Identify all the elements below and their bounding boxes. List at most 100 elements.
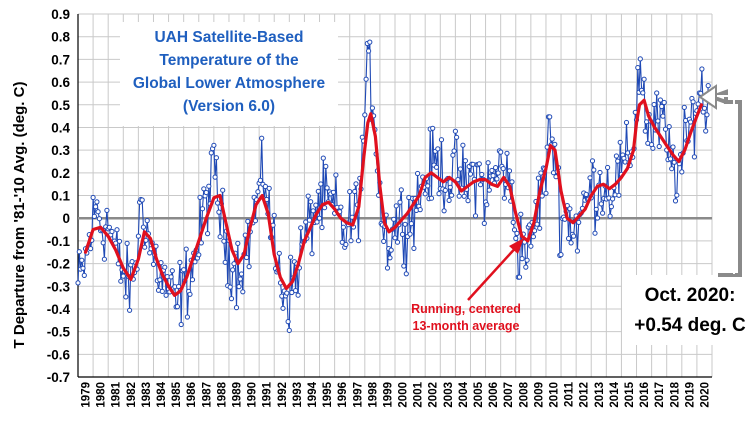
- monthly-point: [288, 254, 294, 260]
- monthly-point: [96, 216, 103, 222]
- monthly-point: [174, 304, 180, 310]
- monthly-point: [298, 225, 304, 231]
- x-tick-label: 2007: [503, 382, 515, 408]
- y-tick-label: 0.5: [51, 98, 70, 113]
- monthly-point: [168, 274, 174, 280]
- monthly-point: [363, 76, 369, 82]
- monthly-point: [637, 56, 643, 62]
- callout-arrow-inner: [714, 95, 735, 274]
- monthly-point: [240, 289, 246, 295]
- monthly-point: [477, 182, 484, 188]
- monthly-point: [384, 265, 391, 271]
- monthly-point: [607, 213, 613, 219]
- monthly-point: [259, 135, 265, 141]
- monthly-point: [235, 240, 241, 246]
- x-tick-label: 2015: [624, 381, 636, 407]
- x-tick-label: 1997: [352, 382, 364, 408]
- monthly-point: [323, 163, 329, 169]
- monthly-point: [610, 196, 616, 202]
- monthly-point: [257, 177, 263, 183]
- y-tick-label: 0.4: [51, 120, 70, 135]
- monthly-point: [661, 99, 667, 106]
- x-tick-label: 2008: [518, 381, 530, 407]
- monthly-point: [309, 251, 315, 257]
- monthly-point: [411, 245, 417, 251]
- x-tick-label: 2014: [609, 381, 621, 407]
- monthly-point: [310, 208, 316, 214]
- monthly-point: [543, 190, 549, 196]
- monthly-point: [255, 189, 261, 195]
- y-tick-label: -0.7: [47, 370, 70, 385]
- x-tick-labels: 1979 1980 1981 1982 1983 1984 1985 1986 1987 1988…: [81, 381, 712, 407]
- monthly-point: [88, 246, 94, 252]
- monthly-point: [184, 314, 190, 320]
- monthly-point: [80, 265, 86, 271]
- monthly-point: [266, 185, 272, 191]
- monthly-point: [666, 124, 672, 130]
- monthly-point: [316, 215, 323, 221]
- monthly-point: [519, 256, 525, 262]
- monthly-point: [120, 273, 126, 279]
- monthly-point: [616, 192, 622, 198]
- monthly-point: [355, 238, 362, 244]
- monthly-point: [688, 119, 694, 125]
- monthly-point: [699, 66, 705, 72]
- monthly-point: [485, 160, 491, 166]
- y-tick-label: -0.1: [47, 234, 71, 249]
- monthly-point: [81, 272, 87, 278]
- monthly-point: [319, 224, 325, 231]
- x-tick-label: 1998: [367, 381, 379, 407]
- monthly-point: [608, 204, 615, 210]
- monthly-point: [481, 220, 487, 226]
- y-tick-label: 0.9: [51, 7, 70, 22]
- monthly-point: [231, 261, 237, 267]
- monthly-point: [518, 211, 524, 217]
- latest-value-callout: Oct. 2020: +0.54 deg. C: [622, 84, 746, 345]
- y-tick-label: 0.8: [51, 30, 70, 45]
- monthly-point: [476, 161, 482, 167]
- monthly-point: [669, 166, 675, 172]
- x-tick-label: 1999: [382, 382, 394, 408]
- monthly-point: [244, 254, 250, 261]
- monthly-point: [387, 255, 393, 261]
- monthly-point: [104, 207, 110, 213]
- monthly-point: [286, 327, 292, 333]
- monthly-point: [150, 261, 157, 267]
- monthly-point: [330, 189, 336, 195]
- monthly-point: [528, 243, 534, 249]
- monthly-point: [295, 292, 301, 298]
- monthly-point: [514, 230, 520, 236]
- monthly-point: [216, 209, 222, 215]
- monthly-point: [109, 228, 115, 235]
- monthly-point: [352, 188, 358, 195]
- monthly-point: [428, 195, 435, 201]
- monthly-point: [659, 103, 665, 110]
- monthly-point: [315, 188, 321, 194]
- monthly-point: [196, 252, 202, 258]
- monthly-point: [367, 39, 373, 45]
- monthly-point: [691, 154, 698, 160]
- monthly-point: [197, 194, 203, 200]
- x-tick-label: 2000: [398, 382, 410, 408]
- x-tick-label: 1982: [126, 382, 138, 408]
- monthly-point: [552, 141, 558, 147]
- monthly-point: [393, 203, 399, 209]
- monthly-point: [76, 249, 82, 255]
- monthly-point: [123, 294, 129, 300]
- monthly-point: [208, 150, 214, 156]
- monthly-point: [314, 219, 320, 225]
- y-tick-label: -0.6: [47, 347, 71, 362]
- monthly-point: [489, 167, 495, 174]
- monthly-point: [654, 90, 660, 96]
- y-tick-label: 0: [62, 211, 70, 226]
- monthly-point: [640, 90, 646, 96]
- x-tick-label: 2017: [654, 382, 666, 408]
- monthly-point: [704, 112, 710, 118]
- monthly-point: [583, 191, 589, 197]
- monthly-point: [369, 105, 375, 111]
- annotation-arrowhead: [509, 238, 524, 254]
- monthly-point: [705, 83, 711, 89]
- monthly-point: [227, 284, 233, 290]
- monthly-point: [672, 198, 679, 204]
